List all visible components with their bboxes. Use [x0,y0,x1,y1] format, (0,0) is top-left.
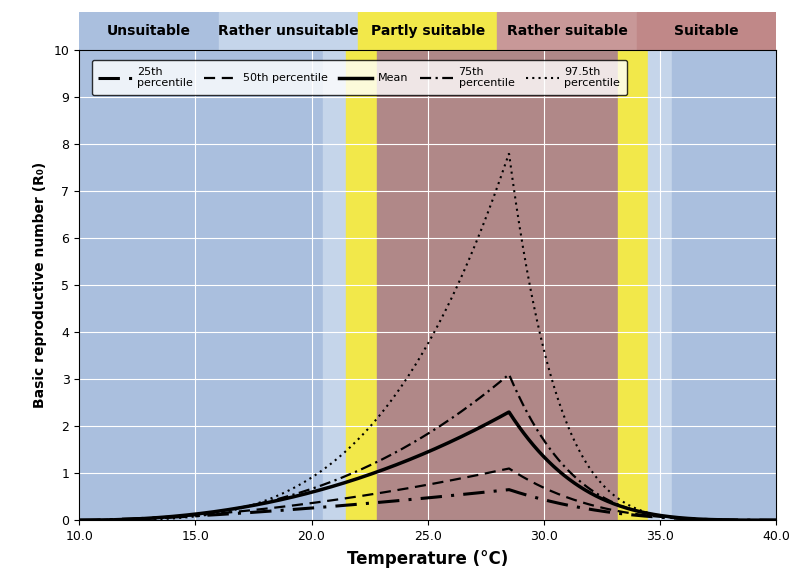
Bar [79,50,323,520]
Text: Suitable: Suitable [674,24,739,38]
Text: Rather suitable: Rather suitable [507,24,627,38]
Bar [672,50,776,520]
Bar [358,12,497,50]
Text: Rather unsuitable: Rather unsuitable [218,24,359,38]
Bar [79,12,219,50]
Text: Unsuitable: Unsuitable [107,24,191,38]
X-axis label: Temperature (°C): Temperature (°C) [347,550,508,568]
Bar [219,12,358,50]
Bar [323,50,346,520]
Text: Partly suitable: Partly suitable [371,24,485,38]
Y-axis label: Basic reproductive number (R₀): Basic reproductive number (R₀) [32,162,47,408]
Bar [346,50,376,520]
Bar [649,50,672,520]
Bar [497,12,637,50]
Bar [619,50,649,520]
Bar [376,50,619,520]
Legend: 25th
percentile, 50th percentile, Mean, 75th
percentile, 97.5th
percentile: 25th percentile, 50th percentile, Mean, … [92,60,627,95]
Bar [637,12,776,50]
